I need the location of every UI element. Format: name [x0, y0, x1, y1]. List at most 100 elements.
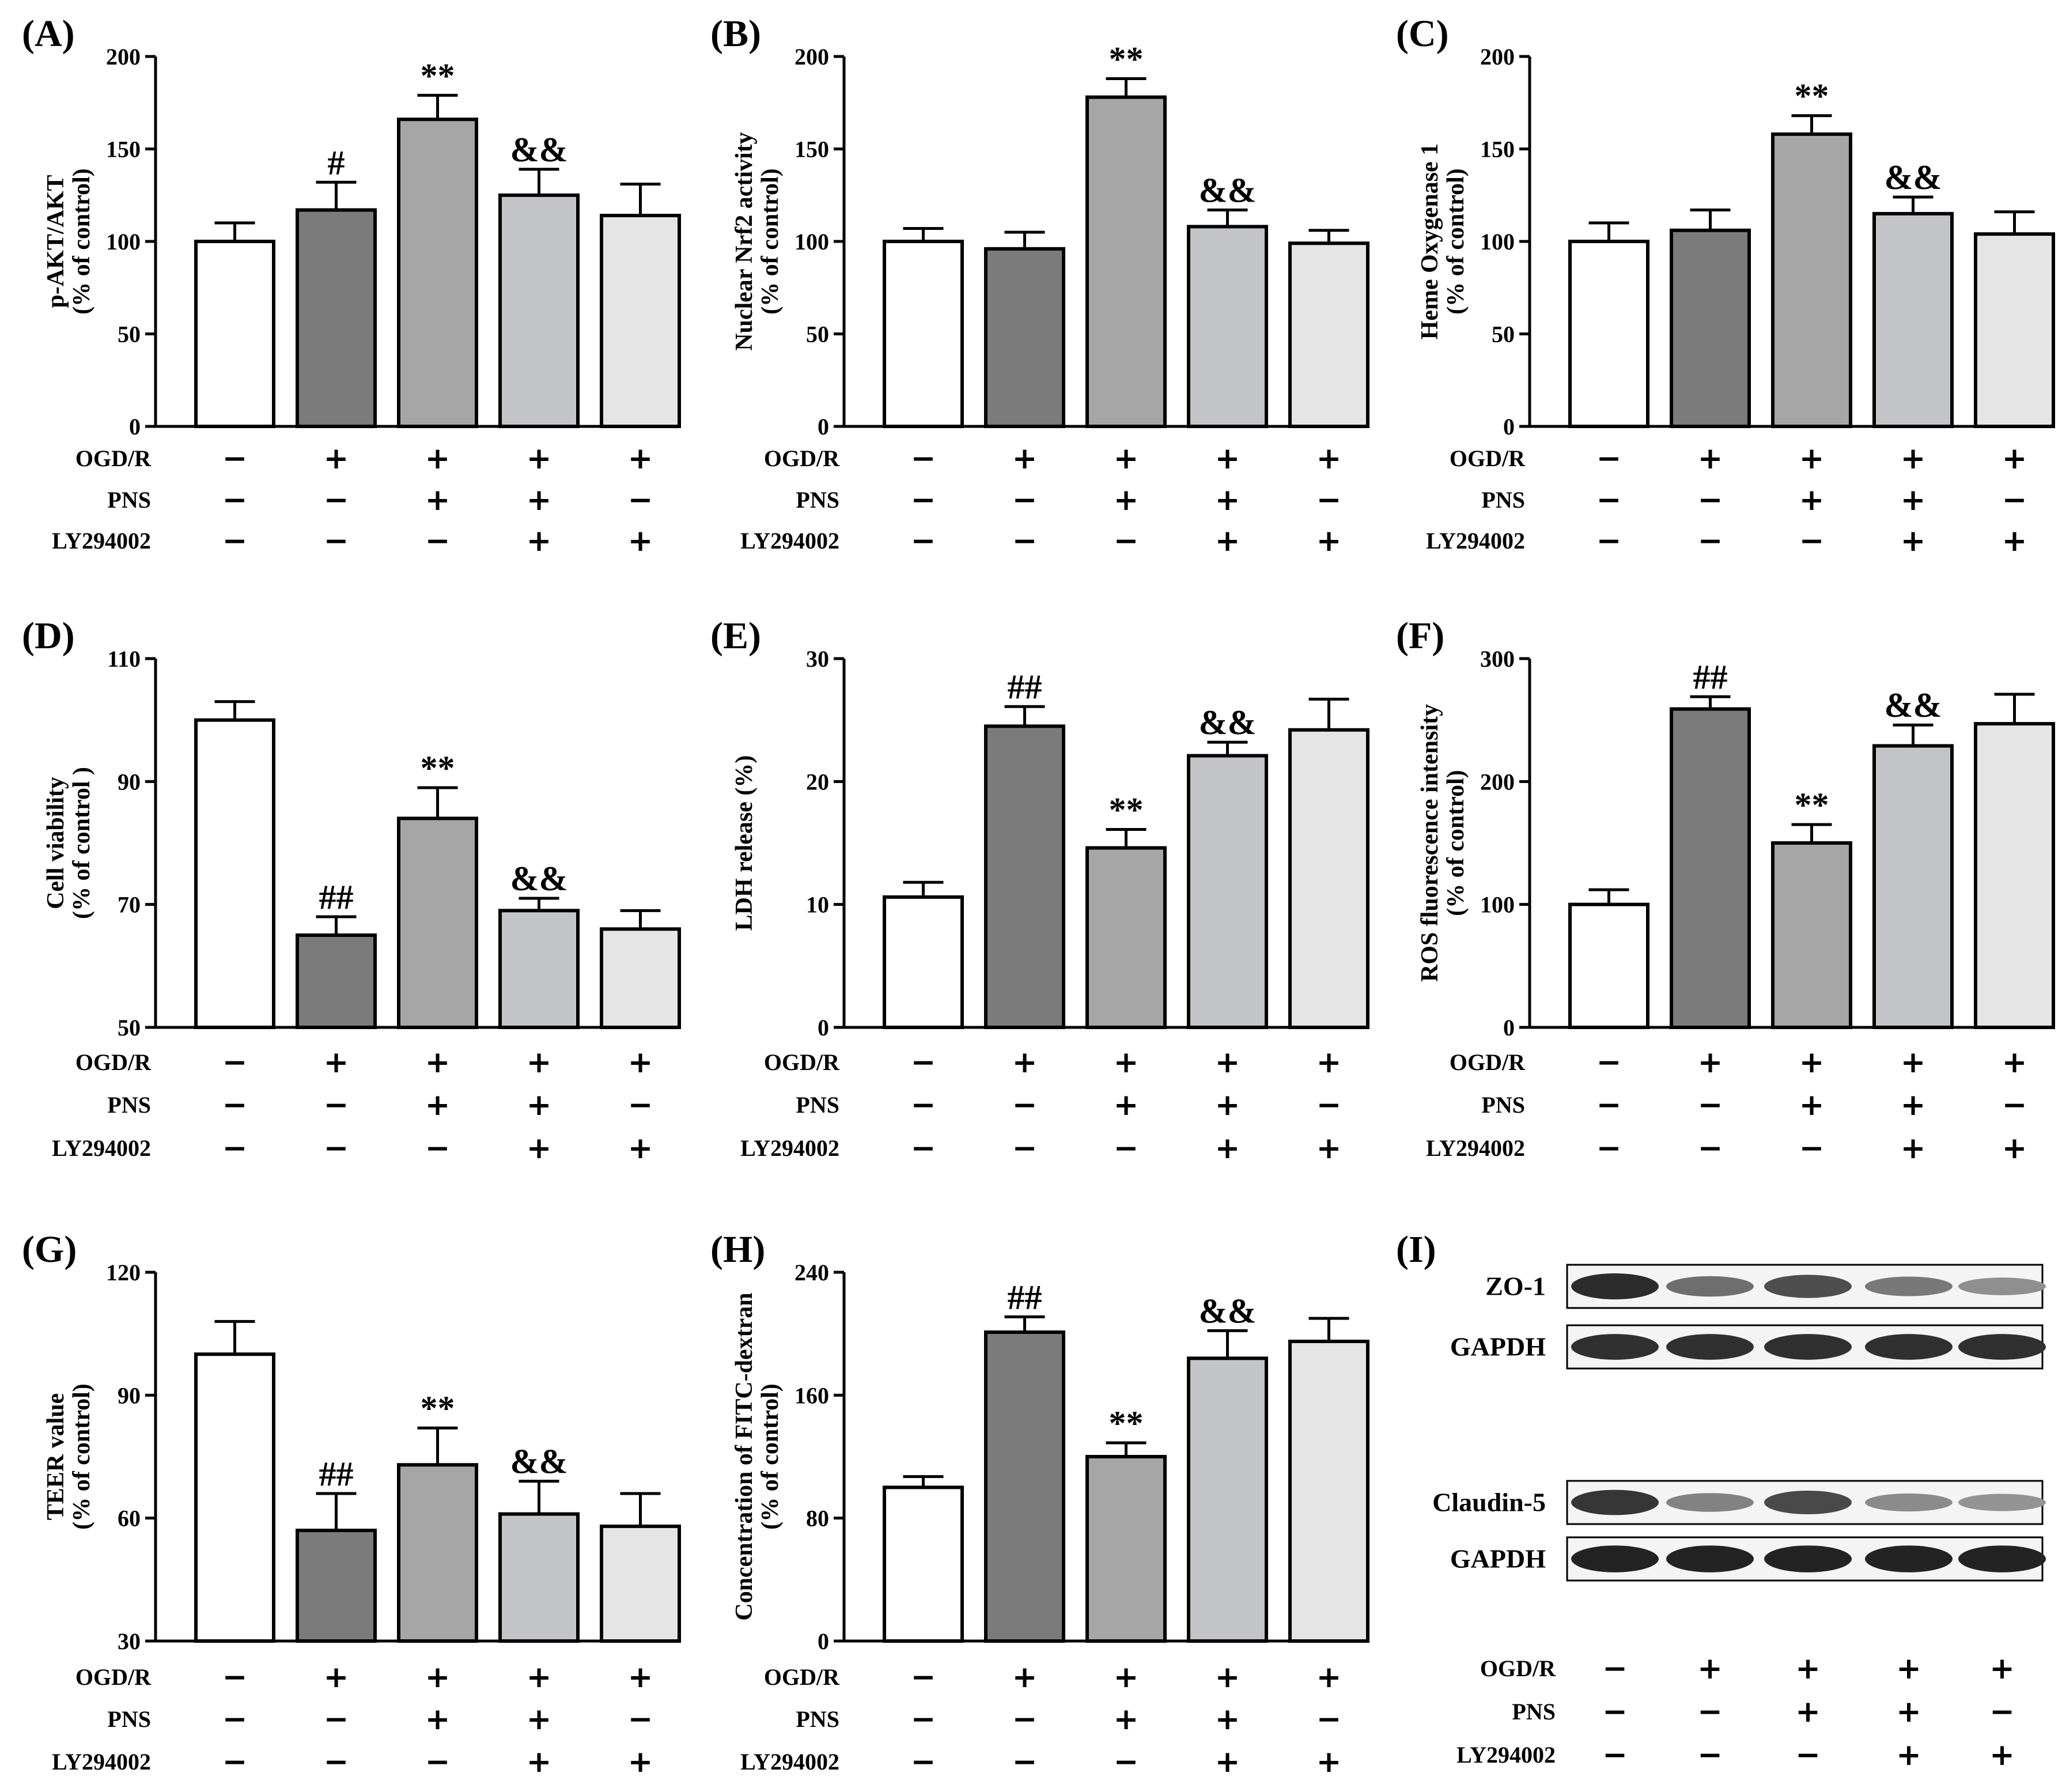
condition-symbol: − — [1316, 1702, 1342, 1737]
y-tick-label: 240 — [794, 1260, 829, 1286]
bar — [498, 1512, 580, 1643]
condition-symbol: + — [1697, 1651, 1723, 1686]
bar — [397, 1463, 478, 1643]
condition-symbol: + — [1698, 1045, 1723, 1080]
condition-symbol: − — [911, 1745, 936, 1779]
condition-symbol: − — [1799, 524, 1825, 558]
panels-layer: (A)p-AKT/AKT (% of control)050100150200#*… — [22, 13, 2055, 1779]
condition-symbol: + — [425, 1660, 451, 1695]
bar — [1670, 707, 1751, 1029]
y-tick-label: 100 — [106, 229, 141, 255]
significance-marker: ** — [421, 749, 455, 787]
condition-symbol: + — [1215, 483, 1240, 517]
condition-symbol: + — [527, 1702, 552, 1737]
significance-marker: ** — [1795, 77, 1829, 115]
panel-label: (C) — [1396, 13, 1449, 55]
condition-symbol: + — [1215, 1131, 1240, 1166]
y-axis-label: p-AKT/AKT — [43, 175, 69, 308]
condition-symbol: − — [324, 1131, 349, 1166]
condition-symbol: − — [1012, 1088, 1038, 1122]
condition-row-label: LY294002 — [740, 528, 839, 554]
significance-marker: && — [1885, 158, 1942, 196]
condition-symbol: + — [1316, 1131, 1342, 1166]
chart-panel-g: (G) TEER value (% of control) 30 60 90 120 ## **… — [22, 1228, 681, 1779]
condition-symbol: + — [1799, 483, 1825, 517]
bar — [883, 895, 964, 1030]
condition-symbol: − — [1114, 1745, 1139, 1779]
condition-row-label: PNS — [1481, 1092, 1525, 1118]
condition-symbol: − — [222, 1131, 248, 1166]
y-tick-label: 100 — [1480, 892, 1515, 918]
y-axis-label: LDH release (%) — [731, 755, 758, 931]
blot-band — [1764, 1334, 1852, 1360]
y-tick-label: 0 — [818, 1628, 829, 1654]
condition-symbol: + — [1901, 483, 1926, 517]
condition-symbol: + — [1316, 441, 1342, 476]
y-tick-label: 30 — [806, 646, 829, 672]
condition-row-label: LY294002 — [52, 1749, 151, 1775]
condition-symbol: + — [2002, 441, 2027, 476]
condition-symbol: + — [1316, 1745, 1342, 1779]
condition-symbol: + — [527, 441, 552, 476]
y-tick-label: 70 — [118, 892, 141, 918]
condition-symbol: − — [1799, 1131, 1825, 1166]
condition-symbol: − — [911, 524, 936, 558]
condition-symbol: + — [1215, 1745, 1240, 1779]
bar — [1085, 846, 1167, 1029]
condition-row-label: PNS — [107, 1706, 151, 1732]
condition-symbol: + — [425, 1045, 451, 1080]
condition-symbol: + — [1215, 1045, 1240, 1080]
condition-row-label: LY294002 — [740, 1135, 839, 1161]
bar — [296, 1529, 377, 1643]
blot-band — [1958, 1494, 2046, 1511]
bar — [600, 927, 681, 1030]
condition-symbol: + — [1012, 441, 1038, 476]
significance-marker: && — [1885, 686, 1942, 724]
bar — [1974, 722, 2055, 1029]
blot-band — [1666, 1334, 1754, 1360]
bar — [1187, 1356, 1268, 1643]
condition-symbol: + — [1799, 1045, 1825, 1080]
significance-marker: && — [1199, 171, 1257, 209]
chart-panel-f: (F) ROS fluorescence intensity (% of contr… — [1396, 615, 2055, 1166]
bar — [194, 240, 275, 428]
condition-symbol: + — [1012, 1660, 1038, 1695]
condition-row-label: OGD/R — [75, 1664, 152, 1690]
bar — [296, 933, 377, 1029]
condition-symbol: + — [425, 483, 451, 517]
condition-symbol: − — [1012, 524, 1038, 558]
y-tick-label: 200 — [794, 44, 829, 70]
condition-symbol: − — [911, 1702, 936, 1737]
blot-band — [1865, 1334, 1953, 1360]
panel-label: (H) — [710, 1228, 765, 1271]
y-tick-label: 110 — [107, 646, 141, 672]
bar — [1288, 1340, 1369, 1643]
condition-symbol: + — [628, 441, 653, 476]
bar — [600, 1524, 681, 1643]
condition-symbol: + — [628, 524, 653, 558]
condition-symbol: + — [1316, 524, 1342, 558]
bar — [397, 118, 478, 428]
condition-symbol: − — [1596, 441, 1622, 476]
condition-row-label: OGD/R — [764, 1049, 840, 1075]
condition-symbol: + — [1799, 441, 1825, 476]
condition-symbol: − — [1602, 1651, 1628, 1686]
condition-row-label: LY294002 — [1456, 1742, 1556, 1768]
significance-marker: ## — [319, 1455, 354, 1493]
condition-row-label: OGD/R — [1480, 1655, 1556, 1681]
condition-row-label: LY294002 — [52, 528, 151, 554]
y-axis-label: ROS fluorescence intensity — [1417, 704, 1443, 982]
bar — [1872, 211, 1954, 428]
condition-symbol: − — [911, 483, 936, 517]
condition-symbol: + — [1316, 1660, 1342, 1695]
condition-symbol: + — [1901, 524, 1926, 558]
y-tick-label: 120 — [106, 1260, 141, 1286]
condition-symbol: − — [1012, 1745, 1038, 1779]
condition-symbol: − — [1698, 1088, 1723, 1122]
panel-label: (A) — [22, 13, 75, 55]
blot-band — [1958, 1277, 2046, 1295]
condition-symbol: + — [1215, 1660, 1240, 1695]
significance-marker: ** — [1795, 786, 1829, 824]
significance-marker: ## — [1693, 658, 1728, 696]
condition-symbol: − — [222, 1702, 248, 1737]
